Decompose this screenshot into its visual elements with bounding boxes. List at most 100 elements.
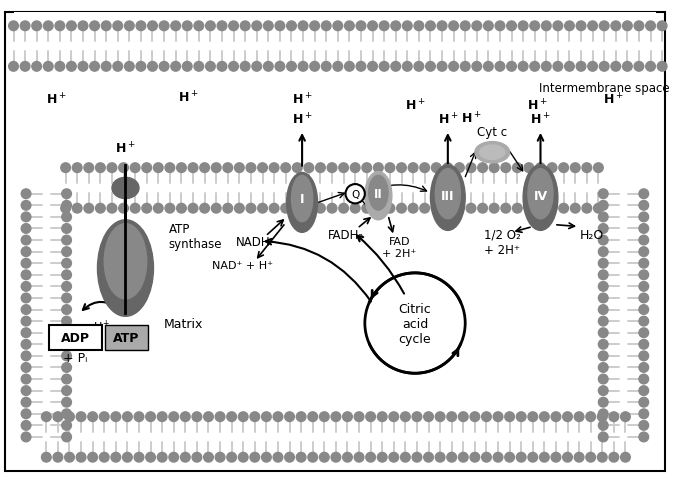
Circle shape <box>447 412 457 422</box>
Circle shape <box>72 164 82 173</box>
Circle shape <box>304 204 314 213</box>
Circle shape <box>62 317 71 326</box>
Circle shape <box>495 22 505 31</box>
Circle shape <box>235 164 244 173</box>
Circle shape <box>319 453 329 462</box>
Circle shape <box>246 204 256 213</box>
Circle shape <box>432 204 441 213</box>
Circle shape <box>365 273 465 374</box>
Circle shape <box>142 164 151 173</box>
Circle shape <box>171 62 180 72</box>
Text: II: II <box>374 188 382 201</box>
Text: Intermembrane space: Intermembrane space <box>539 82 669 95</box>
Circle shape <box>62 271 71 280</box>
Circle shape <box>76 453 86 462</box>
Circle shape <box>42 453 51 462</box>
Circle shape <box>565 62 574 72</box>
Circle shape <box>588 62 598 72</box>
Circle shape <box>62 236 71 245</box>
Circle shape <box>598 212 608 222</box>
Circle shape <box>598 293 608 303</box>
Circle shape <box>130 164 140 173</box>
Ellipse shape <box>528 169 553 219</box>
Circle shape <box>576 22 586 31</box>
Circle shape <box>308 412 318 422</box>
Circle shape <box>53 412 62 422</box>
Circle shape <box>466 164 476 173</box>
Circle shape <box>505 453 514 462</box>
Circle shape <box>44 22 53 31</box>
Circle shape <box>107 204 117 213</box>
Circle shape <box>414 62 424 72</box>
Circle shape <box>425 62 435 72</box>
Circle shape <box>639 317 649 326</box>
Circle shape <box>493 412 503 422</box>
Circle shape <box>373 164 383 173</box>
Text: ADP: ADP <box>61 332 90 344</box>
Circle shape <box>223 204 232 213</box>
Circle shape <box>598 363 608 373</box>
Circle shape <box>366 412 375 422</box>
Circle shape <box>380 62 389 72</box>
Circle shape <box>482 412 491 422</box>
Ellipse shape <box>104 224 146 299</box>
Circle shape <box>586 412 595 422</box>
Circle shape <box>524 204 534 213</box>
Circle shape <box>639 328 649 338</box>
Circle shape <box>620 453 630 462</box>
Circle shape <box>563 453 573 462</box>
Circle shape <box>403 62 412 72</box>
Circle shape <box>205 62 215 72</box>
Circle shape <box>212 164 221 173</box>
Ellipse shape <box>291 176 313 222</box>
Circle shape <box>240 62 250 72</box>
Circle shape <box>598 421 608 430</box>
Circle shape <box>215 412 225 422</box>
Circle shape <box>134 412 144 422</box>
Circle shape <box>123 453 133 462</box>
Circle shape <box>565 22 574 31</box>
Circle shape <box>598 305 608 315</box>
Circle shape <box>240 22 250 31</box>
Circle shape <box>177 204 186 213</box>
Circle shape <box>22 305 31 315</box>
Circle shape <box>516 412 526 422</box>
Circle shape <box>227 412 237 422</box>
Circle shape <box>362 164 371 173</box>
FancyBboxPatch shape <box>49 325 102 350</box>
Circle shape <box>22 328 31 338</box>
Circle shape <box>165 204 175 213</box>
Text: H$^+$: H$^+$ <box>92 318 110 333</box>
Circle shape <box>420 164 430 173</box>
Circle shape <box>44 62 53 72</box>
Bar <box>13 13 657 30</box>
Circle shape <box>215 453 225 462</box>
Circle shape <box>391 62 400 72</box>
Circle shape <box>275 22 285 31</box>
Circle shape <box>645 62 655 72</box>
Circle shape <box>22 224 31 234</box>
Circle shape <box>252 22 262 31</box>
Circle shape <box>460 62 470 72</box>
Circle shape <box>570 204 580 213</box>
Circle shape <box>90 22 99 31</box>
Circle shape <box>639 386 649 395</box>
Circle shape <box>88 453 97 462</box>
Circle shape <box>192 453 202 462</box>
Circle shape <box>22 397 31 407</box>
Circle shape <box>588 22 598 31</box>
Circle shape <box>22 432 31 442</box>
Circle shape <box>292 164 302 173</box>
Circle shape <box>61 204 71 213</box>
Circle shape <box>507 62 516 72</box>
Circle shape <box>246 164 256 173</box>
Circle shape <box>484 62 493 72</box>
Circle shape <box>287 62 296 72</box>
Circle shape <box>159 22 169 31</box>
Circle shape <box>623 62 632 72</box>
Circle shape <box>541 62 551 72</box>
Circle shape <box>657 22 667 31</box>
Circle shape <box>62 397 71 407</box>
Circle shape <box>273 453 282 462</box>
Circle shape <box>460 22 470 31</box>
